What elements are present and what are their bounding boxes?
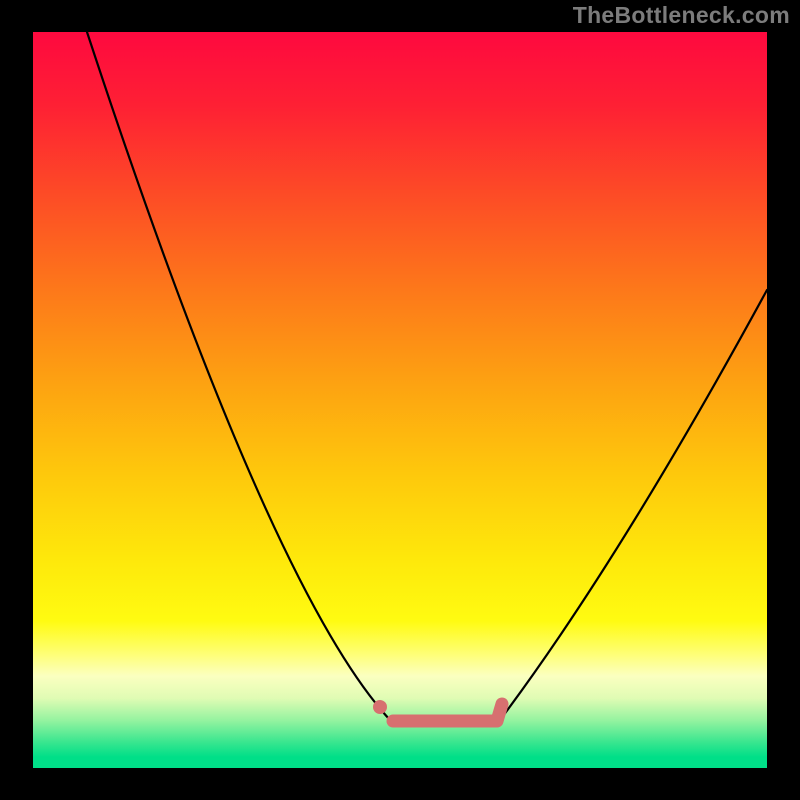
watermark-text: TheBottleneck.com [573,2,790,29]
optimal-range-marker [33,32,767,768]
plot-area [33,32,767,768]
chart-frame: TheBottleneck.com [0,0,800,800]
